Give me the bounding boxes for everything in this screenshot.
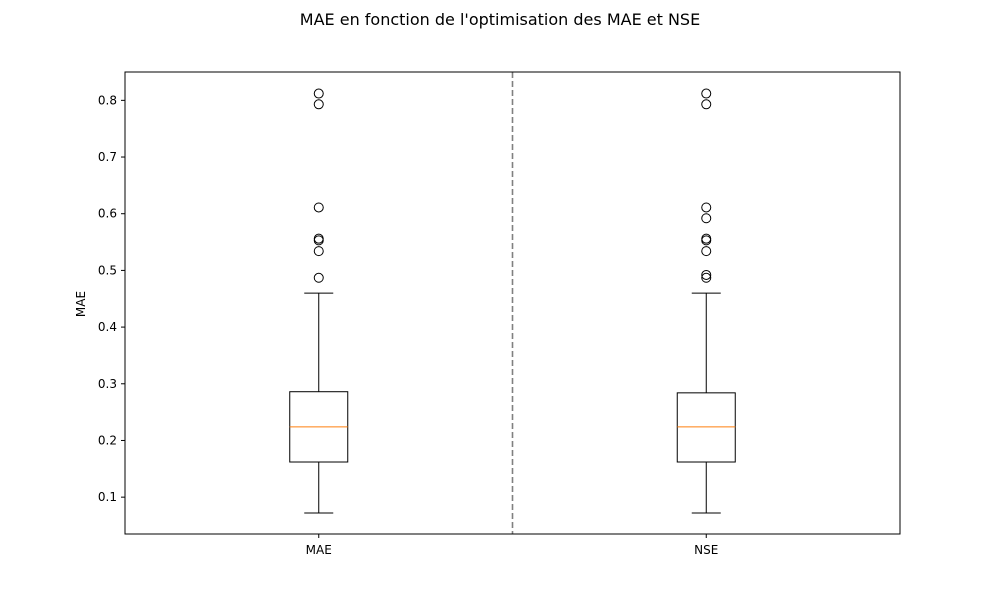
outlier-point: [313, 99, 324, 110]
outlier-point: [313, 88, 324, 99]
outlier-point: [701, 269, 712, 280]
plot-area: 0.1 0.2 0.3 0.4 0.5 0.6 0.7 0.8 MAE NSE: [98, 71, 901, 557]
y-tick-label: 0.7: [98, 150, 117, 164]
y-axis-label: MAE: [74, 291, 88, 317]
box: [676, 392, 736, 463]
y-tick-label: 0.5: [98, 263, 117, 277]
outlier-point: [701, 88, 712, 99]
y-tick-label: 0.3: [98, 377, 117, 391]
outlier-point: [701, 246, 712, 257]
outlier-point: [313, 233, 324, 244]
y-tick-label: 0.2: [98, 433, 117, 447]
x-tick-label: MAE: [306, 543, 332, 557]
axes-frame: [124, 71, 901, 535]
outlier-point: [701, 233, 712, 244]
y-tick-label: 0.6: [98, 207, 117, 221]
x-tick-label: NSE: [694, 543, 718, 557]
y-tick-label: 0.1: [98, 490, 117, 504]
outlier-point: [313, 272, 324, 283]
outlier-point: [701, 272, 712, 283]
outlier-point: [701, 213, 712, 224]
outlier-point: [701, 99, 712, 110]
outlier-point: [701, 202, 712, 213]
outlier-point: [313, 202, 324, 213]
y-tick-label: 0.8: [98, 93, 117, 107]
chart-title: MAE en fonction de l'optimisation des MA…: [299, 10, 701, 29]
y-tick-label: 0.4: [98, 320, 117, 334]
outlier-point: [313, 246, 324, 257]
